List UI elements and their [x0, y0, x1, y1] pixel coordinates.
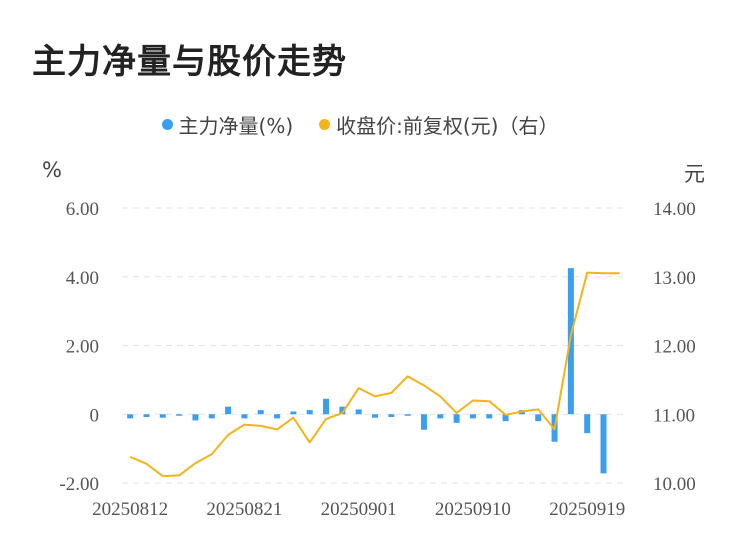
bar: [453, 414, 460, 423]
bar: [225, 406, 232, 415]
bar: [600, 414, 607, 474]
bar-legend-marker: [161, 119, 173, 130]
y-right-tick-label: 14.00: [653, 199, 696, 220]
bar: [502, 414, 509, 422]
bar: [420, 414, 427, 430]
bar: [567, 268, 574, 415]
y-right-tick-label: 10.00: [653, 474, 696, 495]
bar: [306, 410, 313, 415]
y-right-tick-label: 12.00: [653, 337, 696, 358]
y-left-tick-label: 6.00: [66, 199, 99, 220]
bar: [192, 414, 199, 421]
right-axis-unit: 元: [684, 162, 705, 186]
y-right-tick-label: 13.00: [653, 268, 696, 289]
bar: [208, 414, 215, 419]
bar: [127, 414, 134, 419]
bar: [290, 411, 297, 415]
bar: [355, 409, 362, 415]
bar: [323, 398, 330, 415]
bar: [388, 414, 395, 417]
left-axis-unit: %: [42, 158, 62, 182]
y-left-tick-label: 0: [90, 405, 100, 426]
y-right-tick-label: 11.00: [653, 405, 695, 426]
bar: [159, 414, 166, 418]
bar: [257, 410, 264, 415]
legend: 主力净量(%) 收盘价:前复权(元)（右）: [0, 110, 720, 139]
bar: [372, 414, 378, 418]
bar: [274, 414, 281, 419]
legend-item-bar[interactable]: 主力净量(%): [161, 110, 294, 139]
bar: [469, 414, 476, 419]
bar: [176, 414, 183, 416]
bar: [584, 414, 591, 434]
chart-title: 主力净量与股价走势: [32, 42, 347, 82]
bar: [535, 414, 542, 422]
bar: [241, 414, 248, 419]
x-tick-label: 20250821: [206, 499, 282, 520]
price-line: [129, 271, 620, 478]
bar: [143, 414, 150, 417]
line-legend-marker: [319, 119, 331, 130]
legend-item-line[interactable]: 收盘价:前复权(元)（右）: [319, 110, 558, 139]
bar: [404, 414, 411, 416]
x-tick-label: 20250812: [92, 499, 168, 520]
legend-bar-label: 主力净量(%): [178, 114, 294, 138]
x-tick-label: 20250919: [549, 499, 625, 520]
bar: [486, 414, 493, 419]
bar: [437, 414, 444, 419]
y-left-tick-label: 2.00: [66, 337, 99, 358]
y-left-tick-label: 4.00: [66, 268, 99, 289]
legend-line-label: 收盘价:前复权(元)（右）: [336, 114, 559, 138]
x-tick-label: 20250910: [435, 499, 511, 520]
x-tick-label: 20250901: [321, 499, 397, 520]
bar: [339, 406, 346, 415]
y-left-tick-label: -2.00: [59, 474, 99, 495]
